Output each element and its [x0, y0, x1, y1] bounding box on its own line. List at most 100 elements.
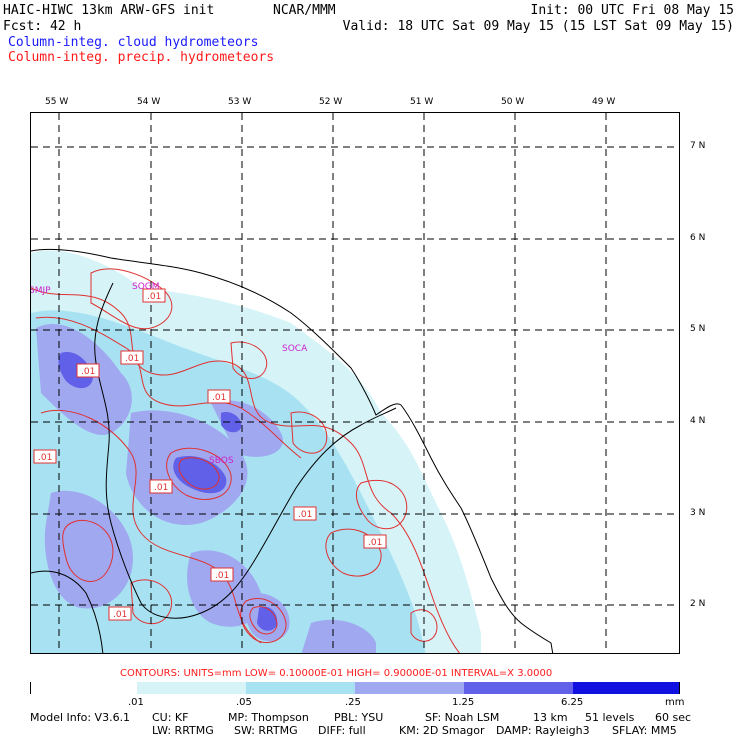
model-info-timestep: 60 sec: [655, 711, 692, 724]
cloud-region-max: [173, 455, 227, 494]
precip-contour: [249, 606, 278, 635]
key-label-001: .01: [128, 697, 144, 708]
key-band-3: [355, 682, 464, 694]
lon-label-50w: 50 W: [501, 97, 525, 107]
model-info-version: Model Info: V3.6.1: [30, 711, 131, 724]
model-info-res: 13 km: [533, 711, 568, 724]
cloud-field-title: Column-integ. cloud hydrometeors: [8, 35, 259, 50]
contour-label: .01: [33, 449, 57, 464]
precip-field-title: Column-integ. precip. hydrometeors: [8, 50, 275, 65]
model-title: HAIC-HIWC 13km ARW-GFS init: [3, 3, 215, 18]
precip-contour: [290, 411, 328, 454]
key-band-4: [464, 682, 573, 694]
station-label-sogm: SOGM: [132, 282, 160, 292]
precip-contour: [325, 528, 382, 577]
precip-contour: [166, 447, 232, 500]
cloud-region-max: [58, 352, 93, 389]
key-label-025: .25: [345, 697, 361, 708]
cloud-region-high: [44, 490, 133, 609]
precip-contours: [31, 268, 461, 653]
model-info-sw: SW: RRTMG: [234, 724, 298, 737]
map-panel: .01 .01 .01 .01 .01 .01 .01 .01 .01 .01 …: [30, 112, 680, 654]
key-label-005: .05: [236, 697, 252, 708]
contour-label: .01: [207, 389, 231, 404]
lon-label-55w: 55 W: [45, 97, 69, 107]
svg-text:.01: .01: [125, 354, 139, 364]
precip-contour: [178, 457, 220, 490]
contour-label: .01: [210, 567, 234, 582]
svg-text:.01: .01: [147, 292, 161, 302]
precip-contour: [35, 316, 302, 459]
lon-label-51w: 51 W: [410, 97, 434, 107]
svg-text:.01: .01: [215, 571, 229, 581]
precip-contour: [240, 598, 287, 643]
svg-text:.01: .01: [113, 610, 127, 620]
lat-label-7n: 7 N: [690, 141, 706, 151]
contour-label: .01: [76, 363, 100, 378]
lat-lon-grid: [31, 113, 679, 653]
key-band-2: [246, 682, 355, 694]
lat-label-3n: 3 N: [690, 508, 706, 518]
contours-info: CONTOURS: UNITS=mm LOW= 0.10000E-01 HIGH…: [120, 668, 553, 679]
model-info-lw: LW: RRTMG: [152, 724, 214, 737]
contour-label: .01: [108, 606, 132, 621]
forecast-hour: Fcst: 42 h: [3, 19, 82, 34]
model-info-damp: DAMP: Rayleigh3: [496, 724, 590, 737]
lon-label-53w: 53 W: [228, 97, 252, 107]
precip-contour: [40, 409, 262, 644]
contour-label: .01: [120, 350, 144, 365]
station-label-sbos: SBOS: [209, 456, 234, 466]
model-info-cu: CU: KF: [152, 711, 189, 724]
border-line: [94, 282, 397, 619]
cloud-region-high: [301, 619, 376, 653]
precip-contour: [90, 268, 173, 330]
model-info-mp: MP: Thompson: [228, 711, 309, 724]
svg-text:.01: .01: [38, 453, 52, 463]
model-info-pbl: PBL: YSU: [334, 711, 384, 724]
map-canvas: .01 .01 .01 .01 .01 .01 .01 .01 .01 .01 …: [31, 113, 679, 653]
contour-label: .01: [363, 534, 387, 549]
station-label-soca: SOCA: [282, 344, 308, 354]
contour-label: .01: [149, 479, 173, 494]
coastlines: [31, 248, 554, 653]
lat-label-2n: 2 N: [690, 599, 706, 609]
lat-label-5n: 5 N: [690, 324, 706, 334]
org-label: NCAR/MMM: [273, 3, 336, 18]
model-info-diff: DIFF: full: [318, 724, 366, 737]
precip-contour: [62, 519, 114, 582]
precip-contour: [130, 579, 173, 625]
contour-label: .01: [293, 506, 317, 521]
lon-label-49w: 49 W: [592, 97, 616, 107]
cloud-region-light: [61, 280, 156, 320]
precip-contour: [31, 287, 461, 653]
lon-label-52w: 52 W: [319, 97, 343, 107]
model-info-km: KM: 2D Smagor: [399, 724, 485, 737]
precip-contour: [355, 479, 408, 530]
init-time: Init: 00 UTC Fri 08 May 15: [530, 3, 735, 18]
key-band-0: [31, 682, 137, 694]
svg-text:.01: .01: [368, 538, 382, 548]
coastline: [31, 248, 554, 653]
station-label-smjp: SMJP: [31, 286, 51, 296]
key-units: mm: [665, 697, 685, 708]
svg-text:.01: .01: [81, 367, 95, 377]
key-label-625: 6.25: [561, 697, 584, 708]
lon-label-54w: 54 W: [137, 97, 161, 107]
key-band-5: [573, 682, 679, 694]
svg-text:.01: .01: [154, 483, 168, 493]
contour-value-labels: .01 .01 .01 .01 .01 .01 .01 .01 .01 .01: [33, 288, 387, 621]
station-labels: SMJP SOGM SOCA SBOS: [31, 282, 308, 466]
model-info-sflay: SFLAY: MM5: [612, 724, 677, 737]
model-info-levels: 51 levels: [585, 711, 635, 724]
border-line: [31, 570, 104, 653]
precip-contour: [230, 341, 268, 379]
valid-time: Valid: 18 UTC Sat 09 May 15 (15 LST Sat …: [342, 19, 734, 34]
lat-label-4n: 4 N: [690, 416, 706, 426]
cloud-region-high: [187, 550, 262, 627]
lat-label-6n: 6 N: [690, 233, 706, 243]
contour-label: .01: [142, 288, 166, 303]
key-label-125: 1.25: [452, 697, 475, 708]
cloud-shading: [31, 250, 481, 653]
model-info-sf: SF: Noah LSM: [425, 711, 500, 724]
svg-text:.01: .01: [212, 393, 226, 403]
